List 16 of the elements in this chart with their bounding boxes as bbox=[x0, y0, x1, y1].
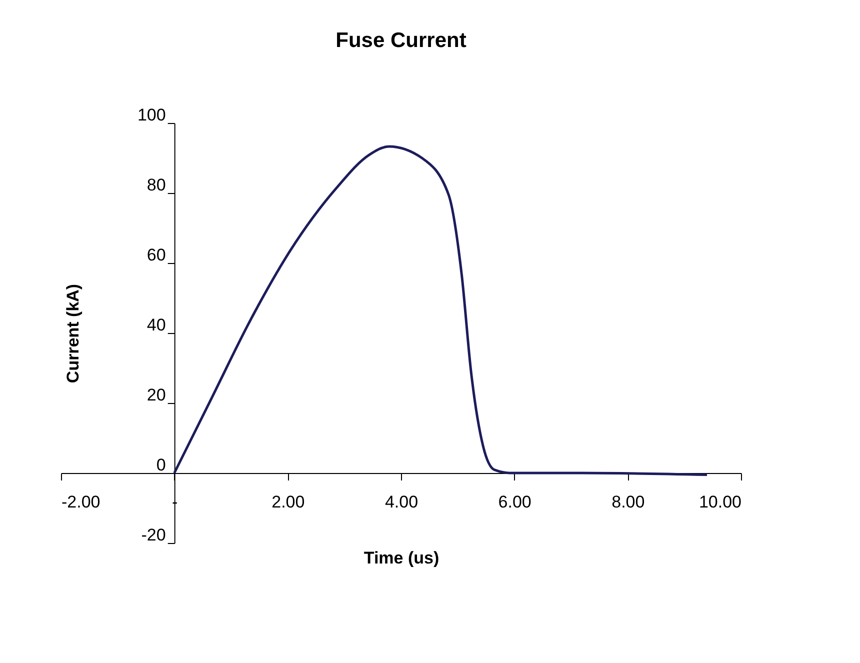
y-tick-label: -20 bbox=[141, 526, 166, 544]
x-tick-label: 4.00 bbox=[384, 492, 418, 512]
y-tick-label: 100 bbox=[137, 106, 166, 124]
y-tick-label: 20 bbox=[146, 386, 166, 404]
x-tick-label: 2.00 bbox=[272, 492, 305, 512]
y-tick-label: 60 bbox=[146, 246, 166, 264]
x-axis-title: Time (us) bbox=[364, 548, 440, 568]
x-tick-label: 10.00 bbox=[698, 492, 742, 512]
x-tick-label: 6.00 bbox=[498, 492, 532, 512]
chart-title: Fuse Current bbox=[336, 29, 466, 52]
x-tick-label: 8.00 bbox=[612, 492, 645, 512]
y-axis-title: Current (kA) bbox=[63, 284, 82, 384]
x-tick-label: -2.00 bbox=[62, 492, 100, 512]
y-tick-label: 80 bbox=[146, 176, 166, 194]
y-tick-label: 40 bbox=[146, 316, 166, 334]
y-tick-label: 0 bbox=[156, 456, 166, 474]
